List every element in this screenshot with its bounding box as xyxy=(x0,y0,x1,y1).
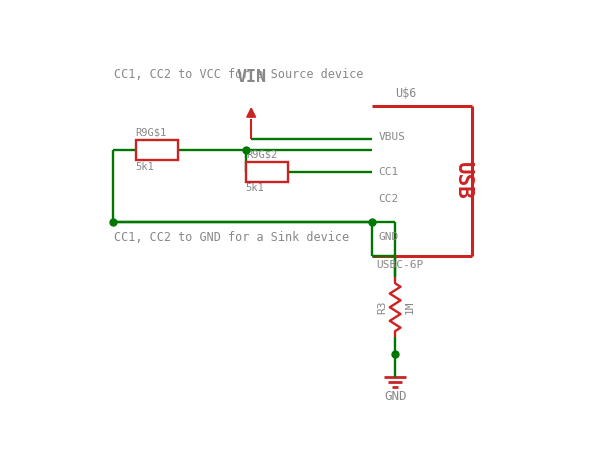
Text: U$6: U$6 xyxy=(395,87,416,100)
Text: CC2: CC2 xyxy=(378,194,398,204)
Text: USB: USB xyxy=(453,162,473,200)
Text: R9G$1: R9G$1 xyxy=(136,128,167,138)
Text: GND: GND xyxy=(378,232,398,242)
Text: CC1, CC2 to VCC for a Source device: CC1, CC2 to VCC for a Source device xyxy=(114,68,364,81)
Bar xyxy=(136,140,178,160)
Text: R3: R3 xyxy=(378,300,387,314)
Text: CC1: CC1 xyxy=(378,167,398,177)
Text: R9G$2: R9G$2 xyxy=(246,150,277,159)
Text: VIN: VIN xyxy=(236,68,266,86)
Text: 1M: 1M xyxy=(404,300,415,314)
Text: 5k1: 5k1 xyxy=(136,162,154,172)
Text: USBC-6P: USBC-6P xyxy=(376,260,423,270)
Bar xyxy=(246,162,288,182)
Text: CC1, CC2 to GND for a Sink device: CC1, CC2 to GND for a Sink device xyxy=(114,231,349,244)
Text: VBUS: VBUS xyxy=(378,132,405,142)
Text: 5k1: 5k1 xyxy=(246,183,264,193)
Text: GND: GND xyxy=(384,390,406,403)
